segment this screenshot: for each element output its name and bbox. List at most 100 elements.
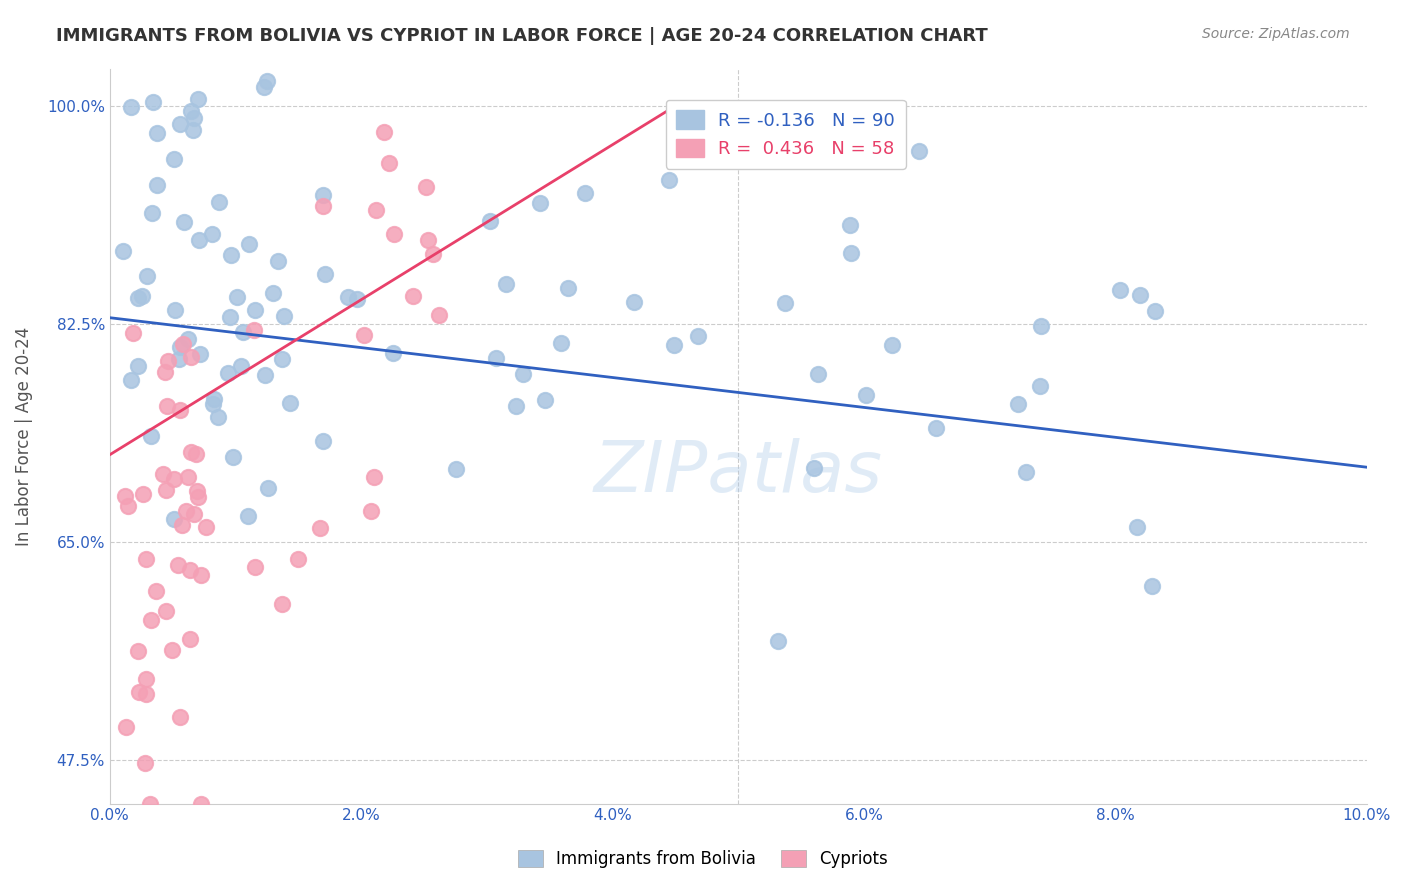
Point xyxy=(1126,520,1149,534)
Point xyxy=(187,490,209,504)
Point xyxy=(855,388,877,402)
Point xyxy=(658,172,681,186)
Point xyxy=(1129,288,1152,302)
Point xyxy=(132,487,155,501)
Point xyxy=(181,123,204,137)
Legend: R = -0.136   N = 90, R =  0.436   N = 58: R = -0.136 N = 90, R = 0.436 N = 58 xyxy=(665,100,905,169)
Point xyxy=(242,323,264,337)
Point xyxy=(120,372,142,386)
Point xyxy=(187,92,209,106)
Point xyxy=(135,673,157,687)
Point xyxy=(146,178,169,193)
Point xyxy=(169,117,191,131)
Point xyxy=(134,687,156,701)
Point xyxy=(153,365,176,379)
Point xyxy=(766,634,789,648)
Point xyxy=(1144,304,1167,318)
Point xyxy=(190,797,212,811)
Point xyxy=(378,156,401,170)
Point xyxy=(117,499,139,513)
Point xyxy=(155,483,177,497)
Point xyxy=(121,326,143,340)
Point xyxy=(254,368,277,382)
Point xyxy=(485,351,508,366)
Legend: Immigrants from Bolivia, Cypriots: Immigrants from Bolivia, Cypriots xyxy=(512,843,894,875)
Point xyxy=(841,245,863,260)
Point xyxy=(165,302,187,317)
Point xyxy=(346,292,368,306)
Point xyxy=(131,288,153,302)
Point xyxy=(120,99,142,113)
Point xyxy=(243,559,266,574)
Point xyxy=(155,604,177,618)
Point xyxy=(169,402,191,417)
Point xyxy=(382,346,405,360)
Point xyxy=(415,179,437,194)
Point xyxy=(278,396,301,410)
Point xyxy=(179,632,201,647)
Point xyxy=(207,410,229,425)
Point xyxy=(416,233,439,247)
Point xyxy=(141,613,163,627)
Point xyxy=(163,511,186,525)
Point xyxy=(364,202,387,217)
Point xyxy=(180,445,202,459)
Point xyxy=(201,227,224,241)
Point xyxy=(156,399,179,413)
Point xyxy=(136,269,159,284)
Point xyxy=(550,335,572,350)
Point xyxy=(806,368,828,382)
Point xyxy=(221,450,243,465)
Text: ZIPatlas: ZIPatlas xyxy=(593,438,883,508)
Point xyxy=(167,558,190,572)
Point xyxy=(773,296,796,310)
Point xyxy=(353,327,375,342)
Point xyxy=(141,428,163,442)
Point xyxy=(208,195,231,210)
Text: IMMIGRANTS FROM BOLIVIA VS CYPRIOT IN LABOR FORCE | AGE 20-24 CORRELATION CHART: IMMIGRANTS FROM BOLIVIA VS CYPRIOT IN LA… xyxy=(56,27,988,45)
Point xyxy=(160,642,183,657)
Point xyxy=(138,797,160,811)
Point xyxy=(180,104,202,119)
Point xyxy=(623,294,645,309)
Point xyxy=(145,584,167,599)
Point xyxy=(236,509,259,524)
Point xyxy=(194,520,217,534)
Point xyxy=(186,447,208,461)
Point xyxy=(534,393,557,408)
Point xyxy=(253,80,276,95)
Y-axis label: In Labor Force | Age 20-24: In Labor Force | Age 20-24 xyxy=(15,326,32,546)
Text: Source: ZipAtlas.com: Source: ZipAtlas.com xyxy=(1202,27,1350,41)
Point xyxy=(141,205,163,219)
Point xyxy=(256,74,278,88)
Point xyxy=(557,281,579,295)
Point xyxy=(512,368,534,382)
Point xyxy=(312,187,335,202)
Point xyxy=(262,285,284,300)
Point xyxy=(238,237,260,252)
Point xyxy=(183,507,205,521)
Point xyxy=(1142,578,1164,592)
Point xyxy=(232,326,254,340)
Point xyxy=(201,397,224,411)
Point xyxy=(183,111,205,125)
Point xyxy=(152,467,174,481)
Point xyxy=(146,126,169,140)
Point xyxy=(427,309,450,323)
Point xyxy=(134,756,156,771)
Point xyxy=(287,551,309,566)
Point xyxy=(382,227,405,242)
Point xyxy=(1015,465,1038,479)
Point xyxy=(172,517,194,532)
Point xyxy=(163,472,186,486)
Point xyxy=(225,290,247,304)
Point xyxy=(688,328,710,343)
Point xyxy=(271,351,294,366)
Point xyxy=(177,469,200,483)
Point xyxy=(127,643,149,657)
Point xyxy=(312,199,335,213)
Point xyxy=(270,597,292,611)
Point xyxy=(114,489,136,503)
Point xyxy=(360,503,382,517)
Point xyxy=(174,504,197,518)
